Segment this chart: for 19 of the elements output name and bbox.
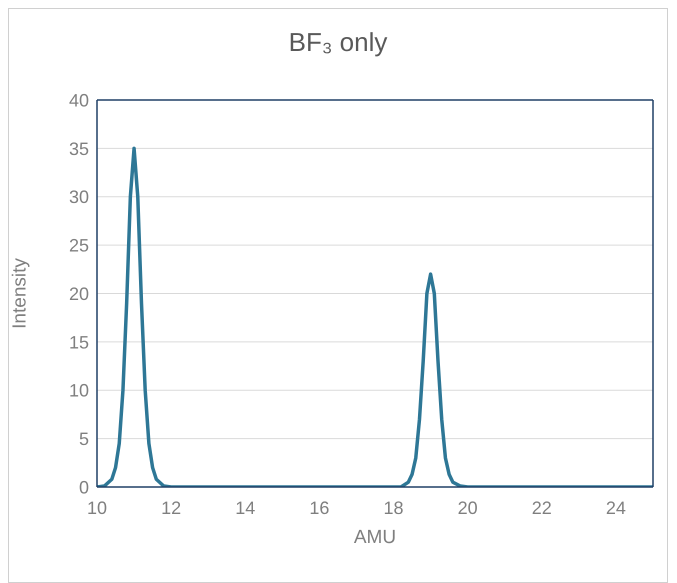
y-axis-title: Intensity: [10, 258, 31, 329]
x-tick-label: 14: [235, 498, 256, 518]
y-tick-label: 25: [68, 236, 89, 256]
x-tick-label: 20: [458, 498, 478, 518]
x-tick-label: 22: [532, 498, 552, 518]
chart-title: BF₃ only: [288, 26, 388, 59]
x-axis-title: AMU: [354, 527, 396, 548]
y-tick-label: 10: [68, 380, 89, 401]
y-tick-label: 30: [68, 187, 89, 208]
x-tick-label: 18: [384, 498, 404, 518]
y-tick-label: 20: [68, 284, 89, 304]
y-tick-label: 35: [68, 138, 89, 159]
x-tick-label: 24: [606, 498, 626, 518]
x-tick-label: 16: [309, 498, 330, 518]
x-tick-label: 12: [161, 498, 182, 518]
y-tick-label: 40: [68, 90, 89, 110]
y-tick-label: 15: [68, 332, 89, 352]
y-tick-label: 0: [78, 477, 89, 498]
y-tick-label: 5: [78, 429, 89, 450]
